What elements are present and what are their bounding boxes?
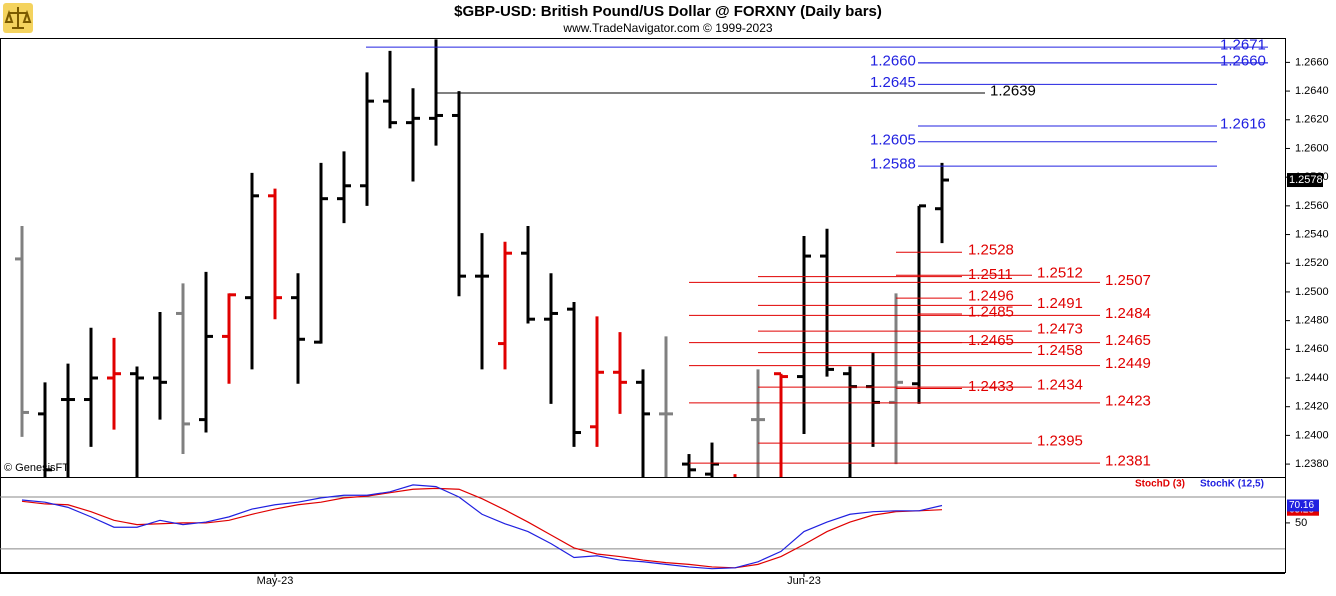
level-label: 1.2645 — [870, 74, 916, 91]
y-tick-label: 1.2640 — [1295, 85, 1329, 97]
last-value-box — [1287, 499, 1319, 512]
level-label: 1.2485 — [968, 303, 1014, 320]
stoch-line — [21, 484, 943, 570]
price-panel — [15, 39, 949, 477]
level-label: 1.2605 — [870, 131, 916, 148]
level-label: 1.2395 — [1037, 433, 1083, 450]
overlay: 1.2380 1.2400 1.2420 1.2440 1.2460 1.2480 1.25… — [257, 37, 1329, 587]
x-tick-label: May-23 — [257, 575, 294, 587]
y-tick-label: 1.2660 — [1295, 56, 1329, 68]
level-label: 1.2512 — [1037, 265, 1083, 282]
last-price: 1.2578 — [1289, 174, 1323, 186]
level-label: 1.2434 — [1037, 377, 1083, 394]
level-label: 1.2458 — [1037, 342, 1083, 359]
level-label: 1.2528 — [968, 242, 1014, 259]
level-label: 1.2588 — [870, 156, 916, 173]
y-tick-label: 1.2380 — [1295, 458, 1329, 470]
y-tick-label: 1.2560 — [1295, 200, 1329, 212]
last-value: 70.16 — [1289, 500, 1314, 511]
level-label: 1.2660 — [1220, 52, 1266, 69]
y-tick-label: 1.2520 — [1295, 257, 1329, 269]
level-label: 1.2616 — [1220, 115, 1266, 132]
level-label: 1.2381 — [1105, 453, 1151, 470]
y-tick-label: 1.2620 — [1295, 114, 1329, 126]
y-tick-label: 1.2400 — [1295, 429, 1329, 441]
y-tick-label: 1.2440 — [1295, 372, 1329, 384]
level-label: 1.2473 — [1037, 321, 1083, 338]
legend-label: StochD (3) — [1135, 479, 1185, 490]
legend-label: StochK (12,5) — [1200, 479, 1264, 490]
y-tick-label: 1.2600 — [1295, 142, 1329, 154]
logo — [3, 3, 33, 33]
level-label: 1.2465 — [968, 332, 1014, 349]
level-label: 1.2423 — [1105, 392, 1151, 409]
y-tick-label: 1.2500 — [1295, 286, 1329, 298]
chart-subtitle: www.TradeNavigator.com © 1999-2023 — [562, 21, 772, 35]
level-label: 1.2484 — [1105, 305, 1151, 322]
level-label: 1.2671 — [1220, 37, 1266, 54]
level-label: 1.2507 — [1105, 272, 1151, 289]
x-tick-label: Jun-23 — [787, 575, 821, 587]
level-label: 1.2511 — [968, 266, 1013, 283]
level-label: 1.2639 — [990, 82, 1036, 99]
plot-frame — [0, 38, 1286, 573]
y-tick-label: 1.2540 — [1295, 228, 1329, 240]
chart-title: $GBP-USD: British Pound/US Dollar @ FORX… — [454, 3, 882, 20]
stoch-panel — [0, 484, 1285, 570]
y-tick-label: 1.2420 — [1295, 401, 1329, 413]
y-tick-label: 1.2460 — [1295, 343, 1329, 355]
source-credit: © GenesisFT — [4, 462, 69, 474]
y-tick-label: 1.2480 — [1295, 315, 1329, 327]
level-label: 1.2433 — [968, 378, 1014, 395]
level-label: 1.2491 — [1037, 295, 1083, 312]
y-tick-label: 50 — [1295, 517, 1307, 529]
level-label: 1.2465 — [1105, 332, 1151, 349]
level-label: 1.2660 — [870, 52, 916, 69]
level-label: 1.2449 — [1105, 355, 1151, 372]
last-price-box — [1287, 173, 1323, 188]
level-label: 1.2496 — [968, 288, 1014, 305]
